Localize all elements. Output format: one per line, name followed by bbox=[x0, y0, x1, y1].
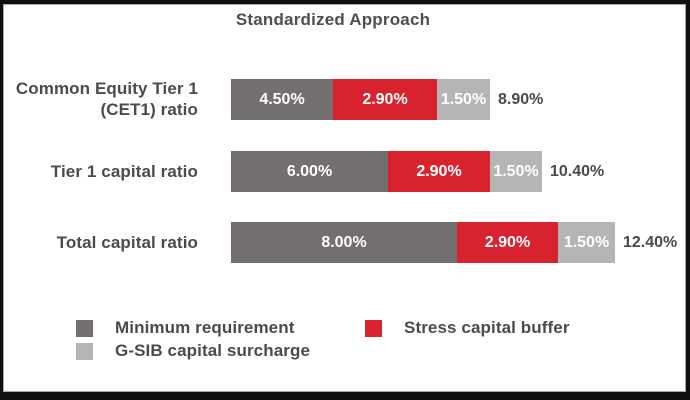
bar-segment-minimum-requirement: 4.50% bbox=[231, 79, 333, 120]
bar-segment-minimum-requirement: 8.00% bbox=[231, 222, 457, 263]
bar-row-total: 8.00% 2.90% 1.50% 12.40% bbox=[231, 222, 677, 263]
bar-segment-gsib-surcharge: 1.50% bbox=[558, 222, 615, 263]
legend-swatch-minimum-requirement bbox=[76, 319, 93, 337]
bar-segment-gsib-surcharge: 1.50% bbox=[490, 151, 542, 192]
chart-title: Standardized Approach bbox=[235, 10, 431, 29]
category-label-line: Total capital ratio bbox=[56, 233, 198, 252]
category-label-line: (CET1) ratio bbox=[100, 100, 198, 119]
legend-swatch-stress-capital-buffer bbox=[365, 319, 382, 337]
bar-segment-minimum-requirement: 6.00% bbox=[231, 151, 388, 192]
category-label-tier1-ratio: Tier 1 capital ratio bbox=[8, 161, 198, 182]
legend-item-gsib-surcharge: G-SIB capital surcharge bbox=[76, 341, 310, 361]
bar-segment-stress-capital-buffer: 2.90% bbox=[457, 222, 558, 263]
bar-row-cet1: 4.50% 2.90% 1.50% 8.90% bbox=[231, 79, 543, 120]
legend-swatch-gsib-surcharge bbox=[76, 342, 93, 360]
legend-item-stress-capital-buffer: Stress capital buffer bbox=[365, 318, 570, 338]
legend-item-minimum-requirement: Minimum requirement bbox=[76, 318, 294, 338]
bar-segment-gsib-surcharge: 1.50% bbox=[437, 79, 490, 120]
bar-segment-stress-capital-buffer: 2.90% bbox=[333, 79, 437, 120]
category-label-total-ratio: Total capital ratio bbox=[8, 232, 198, 253]
category-label-line: Tier 1 capital ratio bbox=[50, 162, 198, 181]
category-label-line: Common Equity Tier 1 bbox=[15, 79, 198, 98]
category-label-cet1-ratio: Common Equity Tier 1 (CET1) ratio bbox=[8, 78, 198, 120]
bar-total-label: 10.40% bbox=[550, 162, 605, 180]
bar-segment-stress-capital-buffer: 2.90% bbox=[388, 151, 490, 192]
legend-label: Stress capital buffer bbox=[404, 318, 570, 337]
bar-total-label: 12.40% bbox=[623, 233, 678, 251]
legend-label: G-SIB capital surcharge bbox=[115, 341, 311, 360]
bar-row-tier1: 6.00% 2.90% 1.50% 10.40% bbox=[231, 151, 604, 192]
legend-label: Minimum requirement bbox=[115, 318, 295, 337]
bar-total-label: 8.90% bbox=[498, 90, 544, 108]
